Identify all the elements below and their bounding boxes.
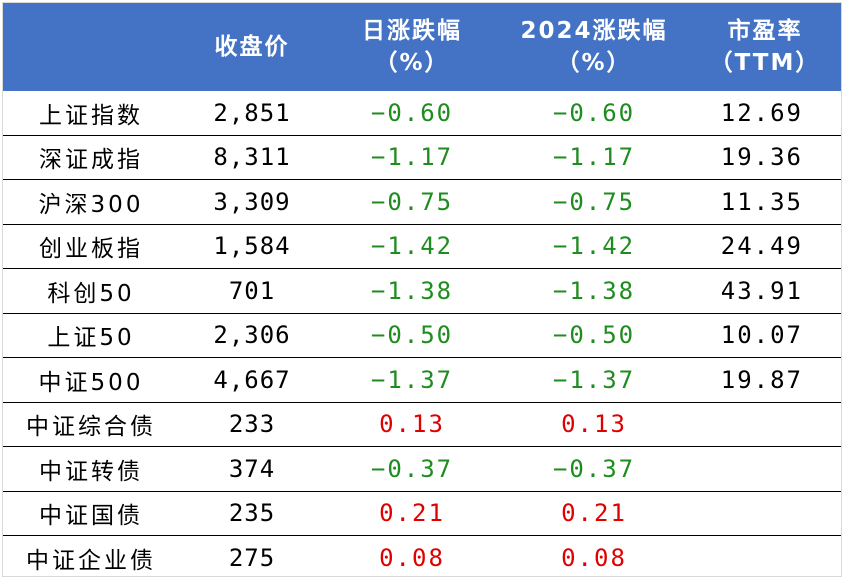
pe-ratio: 19.87 xyxy=(689,357,841,403)
pe-ratio: 24.49 xyxy=(689,224,841,269)
ytd-change: −1.42 xyxy=(499,224,689,269)
pe-ratio xyxy=(689,402,841,447)
close-price: 1,584 xyxy=(179,224,325,269)
ytd-change: −1.17 xyxy=(499,135,689,180)
header-ytd-change-line2: （%） xyxy=(556,50,632,76)
pe-ratio: 12.69 xyxy=(689,91,841,136)
ytd-change: 0.08 xyxy=(499,535,689,576)
header-pe-ratio-line1: 市盈率 xyxy=(727,18,803,44)
daily-change: 0.08 xyxy=(325,535,499,576)
daily-change: −0.60 xyxy=(325,91,499,136)
table-header: 收盘价 日涨跌幅 （%） 2024涨跌幅 （%） 市盈率 （TTM） xyxy=(3,3,841,91)
pe-ratio: 11.35 xyxy=(689,179,841,225)
table-row: 科创50 701 −1.38 −1.38 43.91 xyxy=(3,268,841,314)
pe-ratio xyxy=(689,491,841,536)
header-daily-change: 日涨跌幅 （%） xyxy=(325,3,499,91)
index-name: 中证企业债 xyxy=(3,535,179,576)
table-row: 中证500 4,667 −1.37 −1.37 19.87 xyxy=(3,357,841,403)
ytd-change: 0.21 xyxy=(499,491,689,536)
header-ytd-change: 2024涨跌幅 （%） xyxy=(499,3,689,91)
close-price: 233 xyxy=(179,402,325,447)
pe-ratio xyxy=(689,535,841,576)
close-price: 2,306 xyxy=(179,313,325,358)
close-price: 275 xyxy=(179,535,325,576)
close-price: 374 xyxy=(179,446,325,492)
index-name: 上证50 xyxy=(3,313,179,358)
close-price: 3,309 xyxy=(179,179,325,225)
ytd-change: −0.60 xyxy=(499,91,689,136)
pe-ratio: 19.36 xyxy=(689,135,841,180)
header-row: 收盘价 日涨跌幅 （%） 2024涨跌幅 （%） 市盈率 （TTM） xyxy=(3,3,841,91)
ytd-change: −1.38 xyxy=(499,268,689,314)
daily-change: −1.17 xyxy=(325,135,499,180)
table-body: 上证指数 2,851 −0.60 −0.60 12.69 深证成指 8,311 … xyxy=(3,91,841,576)
table-row: 沪深300 3,309 −0.75 −0.75 11.35 xyxy=(3,179,841,225)
table-row: 上证指数 2,851 −0.60 −0.60 12.69 xyxy=(3,91,841,136)
header-daily-change-line2: （%） xyxy=(374,50,450,76)
header-close-price: 收盘价 xyxy=(179,3,325,91)
index-performance-table: 收盘价 日涨跌幅 （%） 2024涨跌幅 （%） 市盈率 （TTM） 上证指数 … xyxy=(3,3,841,576)
ytd-change: −0.37 xyxy=(499,446,689,492)
daily-change: 0.13 xyxy=(325,402,499,447)
ytd-change: −0.50 xyxy=(499,313,689,358)
pe-ratio: 10.07 xyxy=(689,313,841,358)
pe-ratio xyxy=(689,446,841,492)
daily-change: −1.42 xyxy=(325,224,499,269)
pe-ratio: 43.91 xyxy=(689,268,841,314)
close-price: 701 xyxy=(179,268,325,314)
close-price: 4,667 xyxy=(179,357,325,403)
index-name: 科创50 xyxy=(3,268,179,314)
header-pe-ratio-line2: （TTM） xyxy=(709,50,821,76)
table-row: 深证成指 8,311 −1.17 −1.17 19.36 xyxy=(3,135,841,180)
index-name: 中证综合债 xyxy=(3,402,179,447)
index-name: 创业板指 xyxy=(3,224,179,269)
index-name: 中证国债 xyxy=(3,491,179,536)
table-row: 中证国债 235 0.21 0.21 xyxy=(3,491,841,536)
daily-change: −1.38 xyxy=(325,268,499,314)
table-row: 创业板指 1,584 −1.42 −1.42 24.49 xyxy=(3,224,841,269)
close-price: 2,851 xyxy=(179,91,325,136)
ytd-change: −0.75 xyxy=(499,179,689,225)
daily-change: −0.75 xyxy=(325,179,499,225)
index-name: 中证转债 xyxy=(3,446,179,492)
header-daily-change-line1: 日涨跌幅 xyxy=(362,18,462,44)
header-name xyxy=(3,3,179,91)
daily-change: −0.50 xyxy=(325,313,499,358)
index-name: 深证成指 xyxy=(3,135,179,180)
close-price: 235 xyxy=(179,491,325,536)
ytd-change: −1.37 xyxy=(499,357,689,403)
daily-change: −0.37 xyxy=(325,446,499,492)
index-name: 沪深300 xyxy=(3,179,179,225)
daily-change: 0.21 xyxy=(325,491,499,536)
index-name: 上证指数 xyxy=(3,91,179,136)
table-row: 中证综合债 233 0.13 0.13 xyxy=(3,402,841,447)
close-price: 8,311 xyxy=(179,135,325,180)
daily-change: −1.37 xyxy=(325,357,499,403)
table-row: 中证转债 374 −0.37 −0.37 xyxy=(3,446,841,492)
table-row: 中证企业债 275 0.08 0.08 xyxy=(3,535,841,576)
header-ytd-change-line1: 2024涨跌幅 xyxy=(520,18,668,44)
index-name: 中证500 xyxy=(3,357,179,403)
ytd-change: 0.13 xyxy=(499,402,689,447)
table-row: 上证50 2,306 −0.50 −0.50 10.07 xyxy=(3,313,841,358)
header-pe-ratio: 市盈率 （TTM） xyxy=(689,3,841,91)
